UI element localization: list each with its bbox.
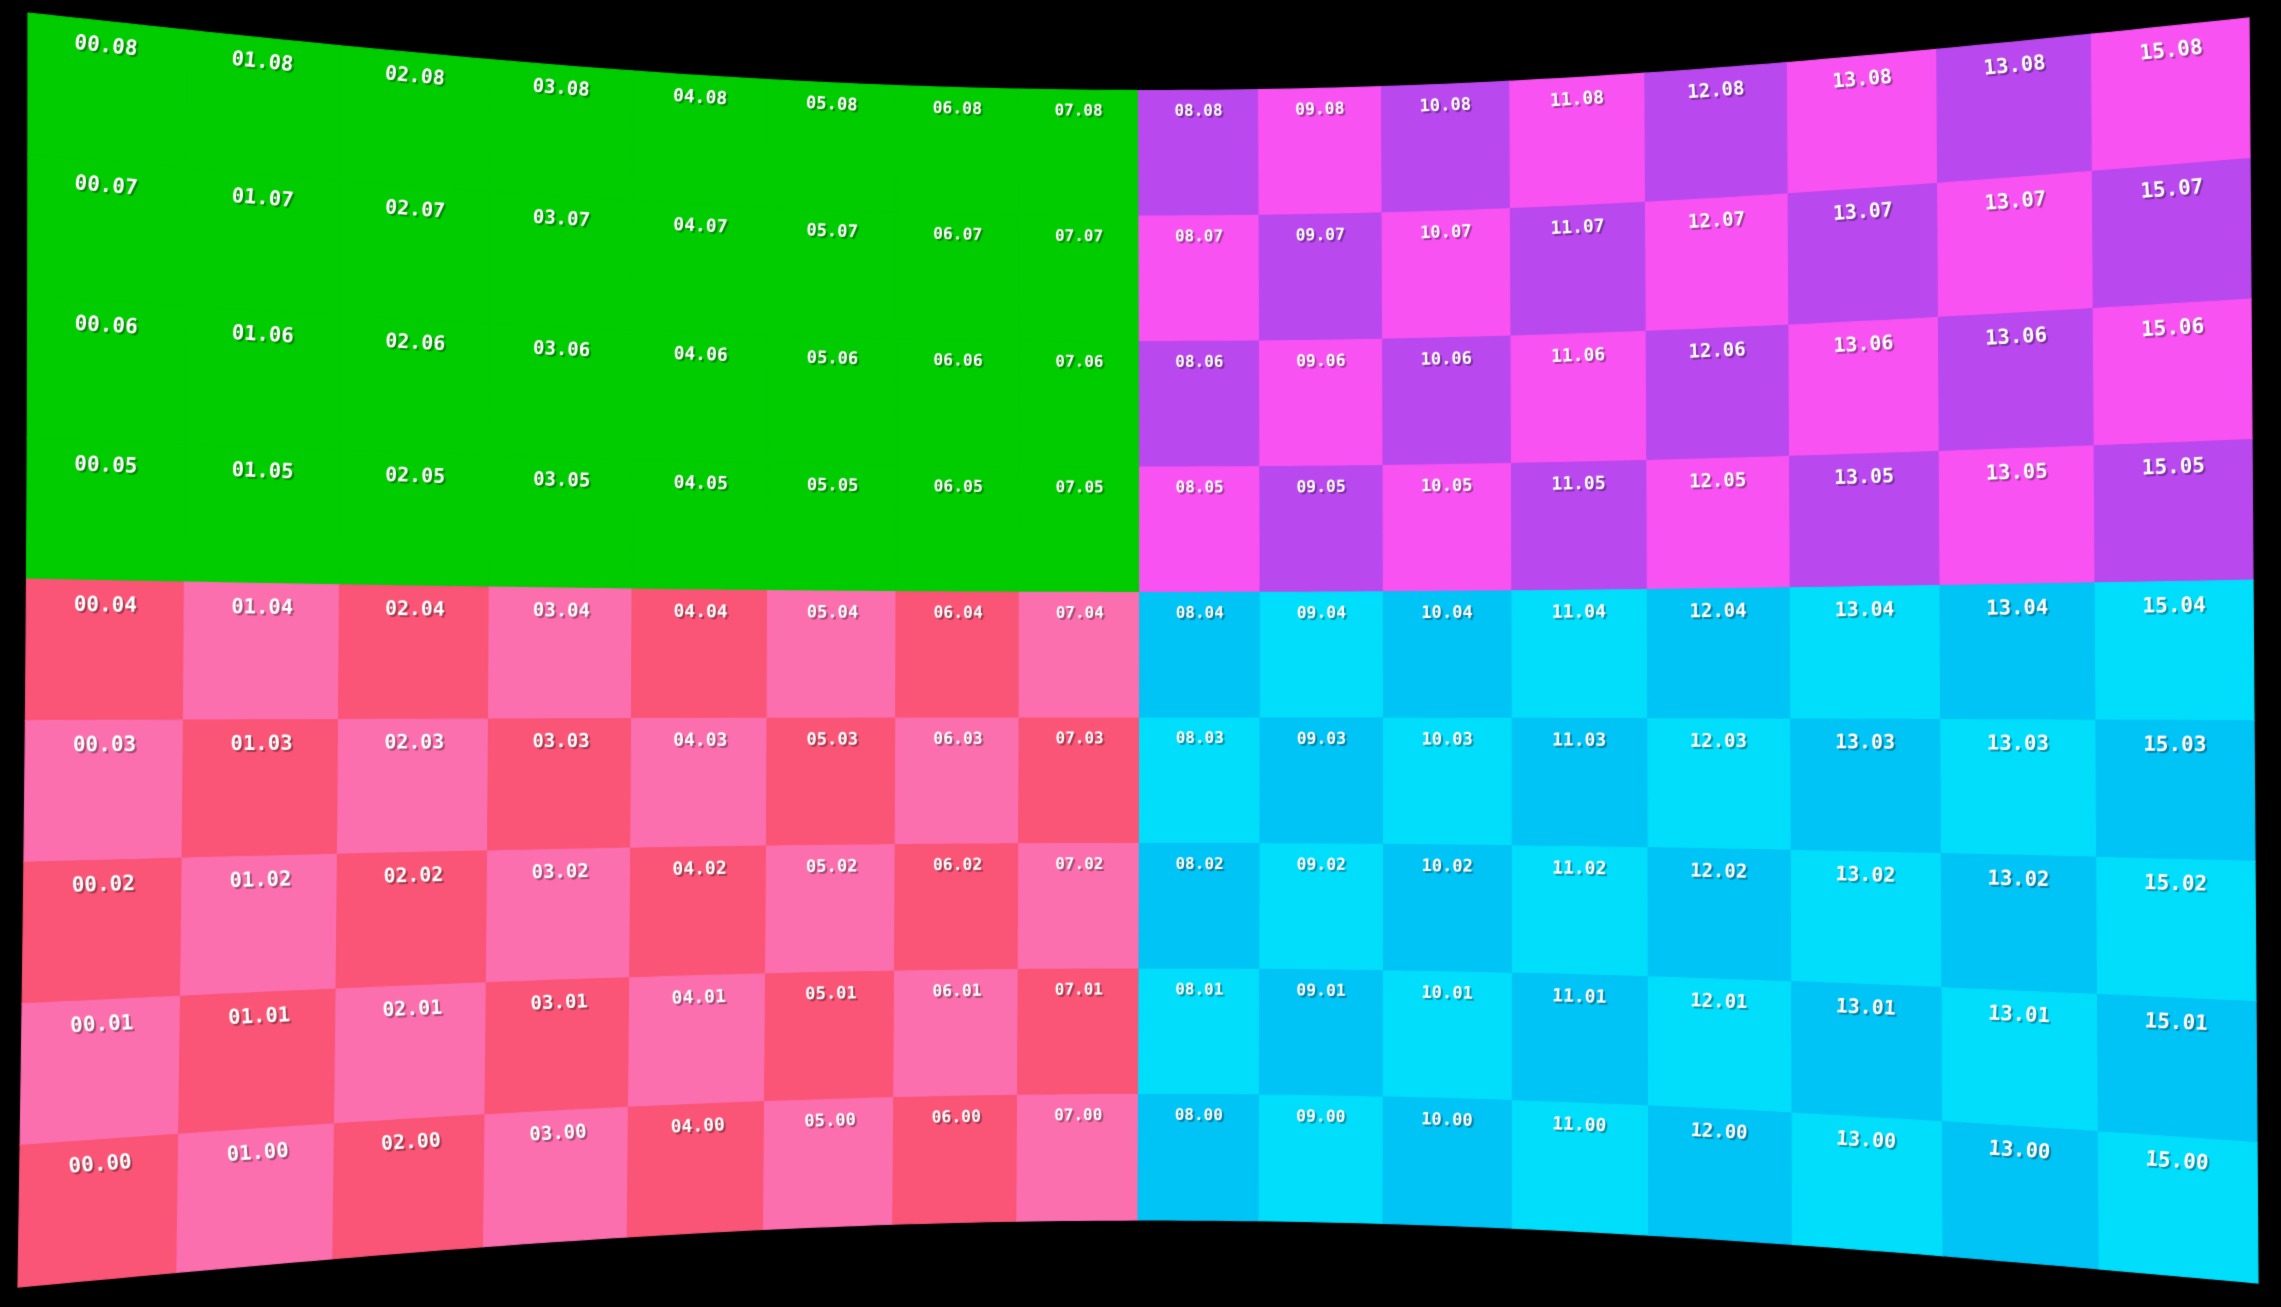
calibration-grid-canvas	[0, 0, 2281, 1307]
test-pattern-stage	[0, 0, 2281, 1307]
